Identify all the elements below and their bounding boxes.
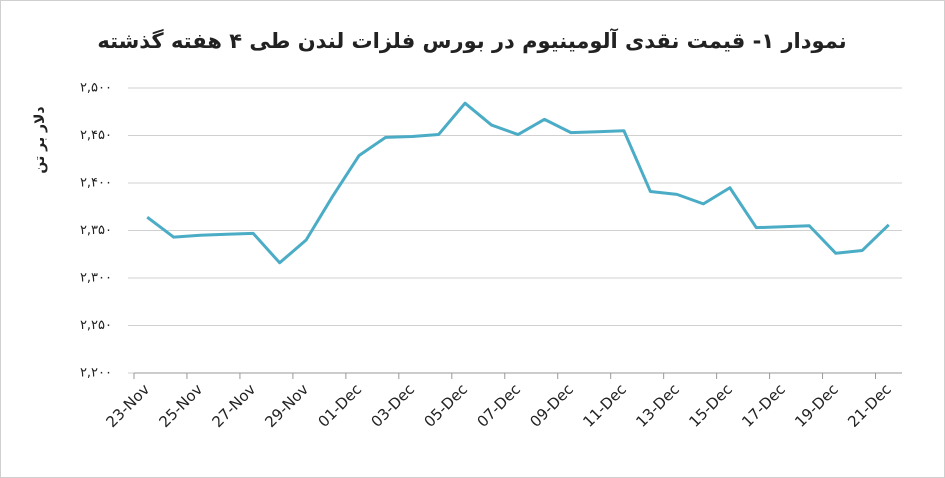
y-tick-label: ۲,۴۵۰ <box>80 128 112 143</box>
y-tick-label: ۲,۲۵۰ <box>80 318 112 333</box>
y-tick-label: ۲,۵۰۰ <box>80 81 112 96</box>
y-tick-label: ۲,۳۵۰ <box>80 223 112 238</box>
y-tick-label: ۲,۳۰۰ <box>80 271 112 286</box>
y-tick-label: ۲,۲۰۰ <box>80 366 112 381</box>
line-series <box>146 101 890 265</box>
y-axis-label: دلار بر تن <box>32 106 48 173</box>
y-tick-label: ۲,۴۰۰ <box>80 176 112 191</box>
chart-title: نمودار ۱- قیمت نقدی آلومینیوم در بورس فل… <box>97 28 846 53</box>
